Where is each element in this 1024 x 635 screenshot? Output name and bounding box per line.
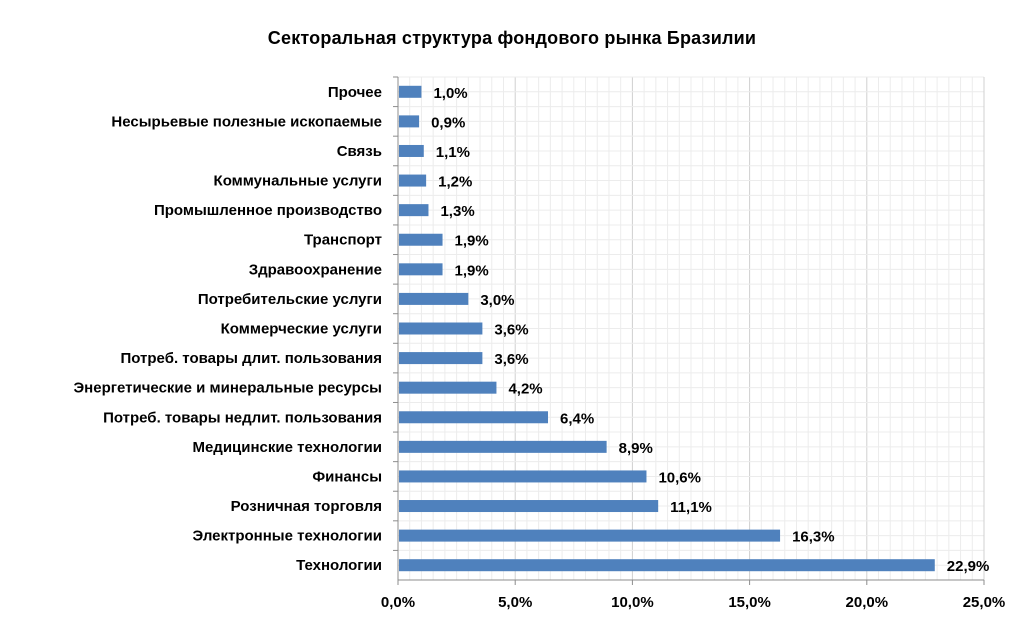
bar [399,559,935,572]
category-label: Потреб. товары недлит. пользования [103,409,382,426]
bar [399,204,429,217]
data-label: 1,1% [436,144,470,161]
category-label: Финансы [312,468,382,485]
x-tick-label: 10,0% [611,594,654,611]
bar [399,440,607,453]
bar [399,233,443,246]
x-tick-label: 20,0% [846,594,889,611]
data-label: 22,9% [947,558,990,575]
bar [399,500,659,513]
bar [399,263,443,276]
bar [399,352,483,365]
category-label: Энергетические и минеральные ресурсы [74,380,382,397]
bar [399,470,647,483]
category-label: Потребительские услуги [198,291,382,308]
category-label: Транспорт [304,232,382,249]
data-label: 10,6% [658,469,701,486]
category-label: Электронные технологии [193,528,382,545]
category-label: Розничная торговля [231,498,382,515]
data-label: 1,2% [438,174,472,191]
category-label: Технологии [296,557,382,574]
category-label: Промышленное производство [154,202,382,219]
data-label: 0,9% [431,114,465,131]
bar [399,322,483,335]
data-label: 3,0% [480,292,514,309]
category-label: Потреб. товары длит. пользования [120,350,382,367]
category-label: Медицинские технологии [192,439,382,456]
data-label: 1,9% [455,262,489,279]
bar [399,85,422,98]
data-label: 1,9% [455,233,489,250]
bar [399,381,497,394]
bar [399,529,781,542]
data-label: 1,3% [440,203,474,220]
category-label: Несырьевые полезные ископаемые [111,113,382,130]
data-label: 11,1% [670,499,712,516]
bar [399,144,424,157]
x-tick-label: 15,0% [728,594,771,611]
category-label: Здравоохранение [249,261,382,278]
data-label: 6,4% [560,410,594,427]
x-tick-label: 5,0% [498,594,532,611]
data-label: 1,0% [433,85,467,102]
bar [399,174,427,187]
chart-title: Секторальная структура фондового рынка Б… [267,28,757,48]
data-label: 3,6% [494,322,528,339]
bar [399,411,549,424]
bar [399,115,420,128]
category-label: Коммерческие услуги [221,321,382,338]
bar [399,292,469,305]
data-label: 3,6% [494,351,528,368]
data-label: 16,3% [792,529,835,546]
category-label: Прочее [328,84,382,101]
category-label: Коммунальные услуги [214,173,382,190]
category-label: Связь [337,143,382,160]
data-label: 8,9% [619,440,653,457]
x-tick-label: 25,0% [963,594,1006,611]
x-tick-label: 0,0% [381,594,415,611]
data-label: 4,2% [508,381,542,398]
